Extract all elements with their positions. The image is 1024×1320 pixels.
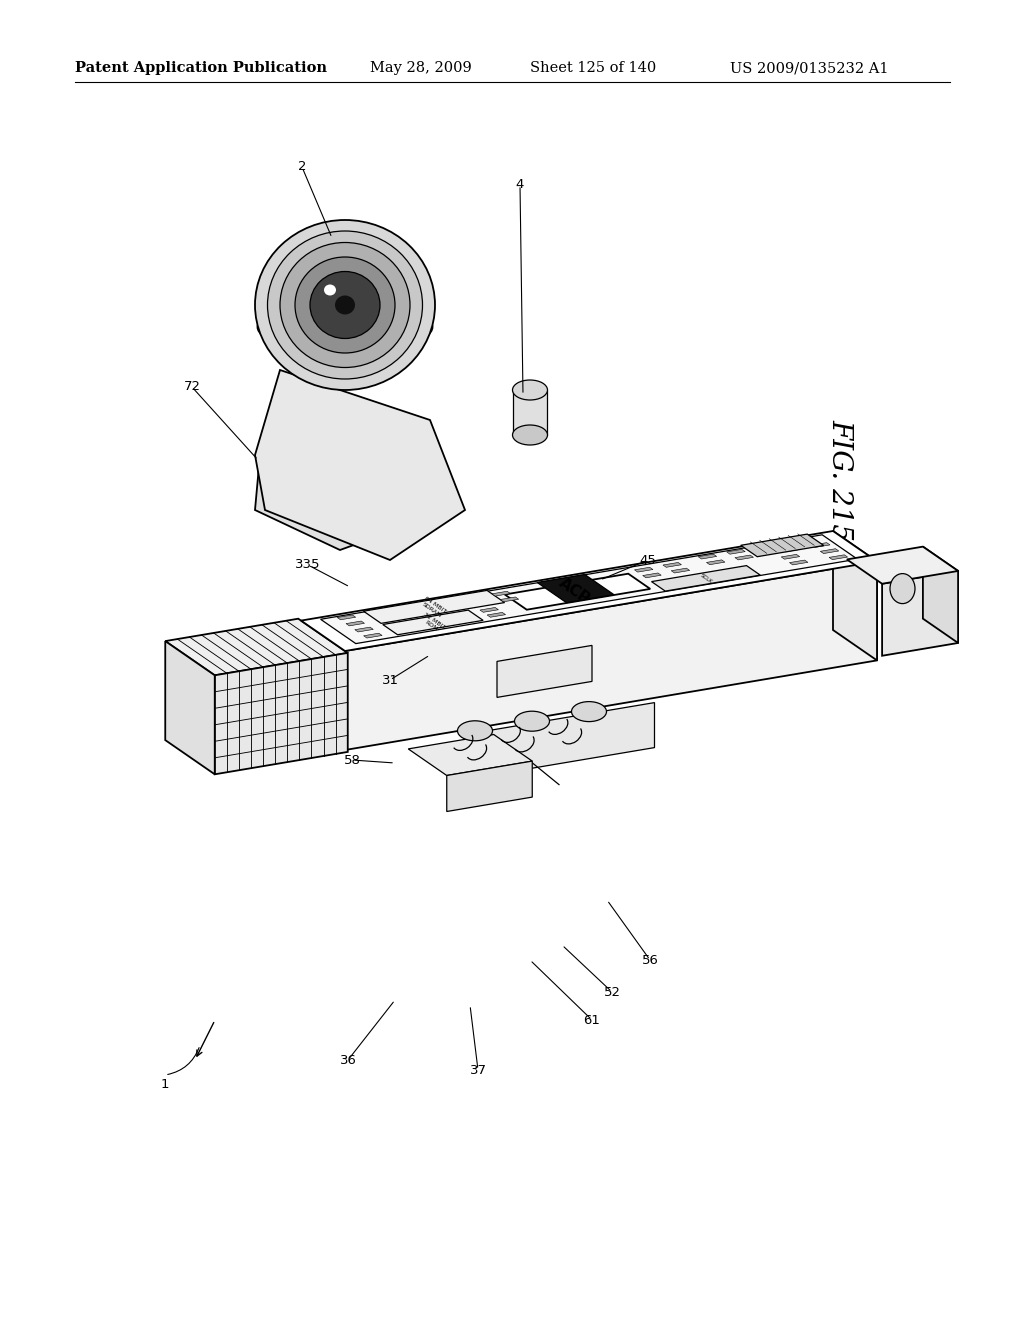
Polygon shape [663,562,681,568]
Ellipse shape [295,257,395,352]
Polygon shape [500,597,519,602]
Polygon shape [782,546,801,552]
Ellipse shape [267,231,423,379]
Polygon shape [321,535,857,644]
Ellipse shape [257,302,432,352]
Polygon shape [707,560,725,565]
Text: FIG. 215: FIG. 215 [826,418,853,541]
Text: 64 MBIT
SDRAM: 64 MBIT SDRAM [420,595,447,619]
Polygon shape [643,573,662,578]
Ellipse shape [890,574,915,603]
Polygon shape [651,565,760,591]
Polygon shape [727,549,745,554]
Polygon shape [829,554,848,560]
Text: 56: 56 [642,953,658,966]
Text: US 2009/0135232 A1: US 2009/0135232 A1 [730,61,889,75]
Polygon shape [446,762,532,812]
Polygon shape [301,620,345,750]
Text: 52: 52 [603,986,621,998]
Polygon shape [301,531,877,651]
Ellipse shape [324,285,336,296]
FancyArrowPatch shape [168,1048,199,1074]
Polygon shape [383,610,483,635]
Polygon shape [492,591,510,597]
Text: 58: 58 [344,754,360,767]
Polygon shape [847,546,958,583]
Polygon shape [165,642,215,775]
Ellipse shape [571,702,606,722]
Ellipse shape [255,220,435,389]
Polygon shape [671,568,690,573]
Polygon shape [364,590,505,623]
Polygon shape [465,702,654,780]
Text: 4: 4 [516,178,524,191]
Text: 335: 335 [295,558,321,572]
Text: ACP: ACP [557,574,593,607]
Polygon shape [811,543,830,548]
Polygon shape [513,389,547,436]
Polygon shape [740,535,823,557]
Polygon shape [497,645,592,697]
Text: 32 MBIT
ROM: 32 MBIT ROM [419,611,446,635]
Text: 45: 45 [640,553,656,566]
Polygon shape [505,574,650,610]
Text: Sheet 125 of 140: Sheet 125 of 140 [530,61,656,75]
Ellipse shape [280,243,410,367]
Polygon shape [698,554,717,558]
Text: May 28, 2009: May 28, 2009 [370,61,472,75]
Ellipse shape [458,721,493,741]
Polygon shape [346,620,365,626]
Polygon shape [480,607,499,612]
Polygon shape [345,561,877,750]
Text: 61: 61 [584,1014,600,1027]
Polygon shape [790,560,808,565]
Polygon shape [409,734,532,776]
Polygon shape [215,653,348,775]
Polygon shape [255,370,465,560]
Ellipse shape [512,380,548,400]
Polygon shape [923,546,958,643]
Polygon shape [735,554,754,560]
Polygon shape [487,612,506,618]
Polygon shape [833,531,877,660]
Text: 31: 31 [382,673,398,686]
Ellipse shape [310,272,380,338]
Text: 36: 36 [340,1053,356,1067]
Text: SCLK: SCLK [699,573,713,585]
Polygon shape [781,554,800,560]
Text: 37: 37 [469,1064,486,1077]
Polygon shape [364,634,382,638]
Polygon shape [820,549,839,553]
Polygon shape [354,627,374,632]
Polygon shape [882,572,958,656]
Text: 2: 2 [298,161,306,173]
Text: 1: 1 [161,1078,169,1092]
Polygon shape [165,619,348,676]
Ellipse shape [514,711,550,731]
Ellipse shape [335,296,355,314]
Text: Patent Application Publication: Patent Application Publication [75,61,327,75]
Polygon shape [255,389,450,550]
Polygon shape [337,615,355,620]
Ellipse shape [512,425,548,445]
Polygon shape [635,568,653,572]
Polygon shape [538,574,614,603]
Polygon shape [774,541,793,546]
Text: 72: 72 [183,380,201,393]
